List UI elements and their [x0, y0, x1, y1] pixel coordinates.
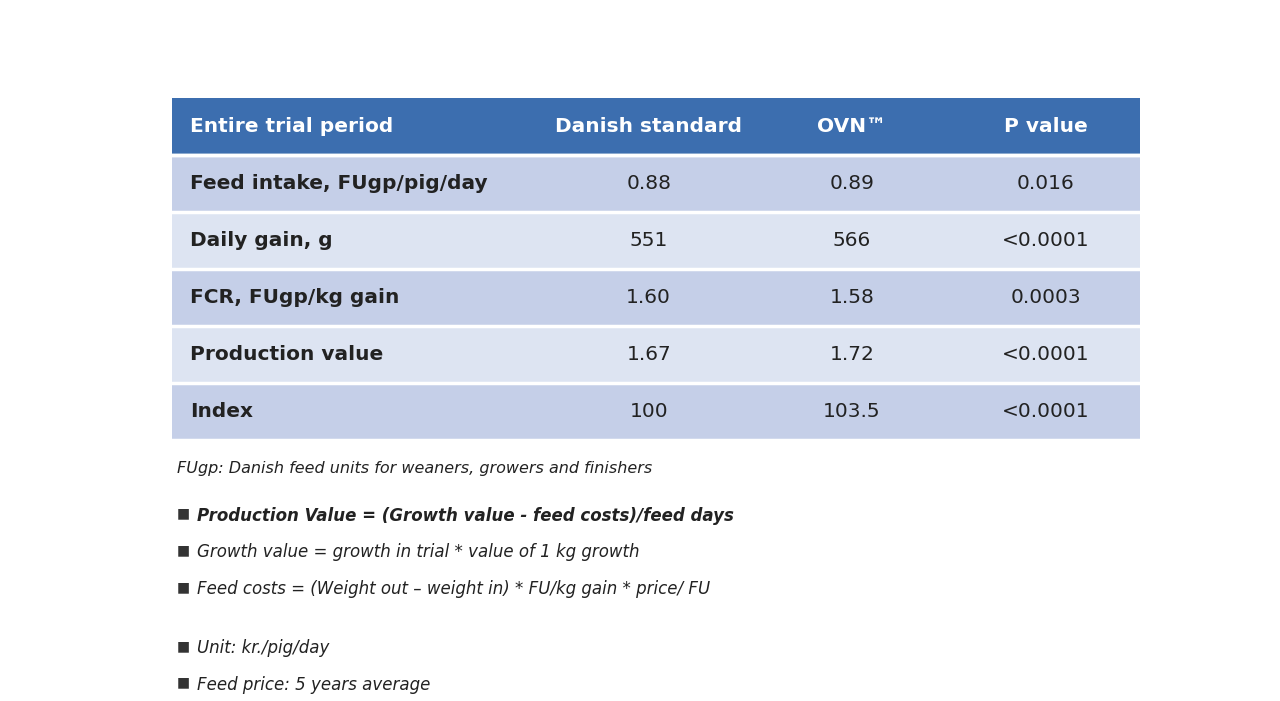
Text: 1.60: 1.60: [626, 288, 671, 307]
Text: ■: ■: [177, 639, 189, 653]
Text: 0.89: 0.89: [829, 174, 874, 193]
Text: P value: P value: [1004, 116, 1088, 136]
Text: <0.0001: <0.0001: [1002, 231, 1089, 250]
Text: Growth value = growth in trial * value of 1 kg growth: Growth value = growth in trial * value o…: [197, 543, 639, 562]
Text: Entire trial period: Entire trial period: [189, 116, 393, 136]
Text: Production value: Production value: [189, 345, 383, 365]
Text: <0.0001: <0.0001: [1002, 402, 1089, 421]
Text: 1.72: 1.72: [829, 345, 874, 365]
Text: Feed price: 5 years average: Feed price: 5 years average: [197, 676, 430, 693]
Text: Daily gain, g: Daily gain, g: [189, 231, 333, 250]
Text: Index: Index: [189, 402, 252, 421]
Text: 0.0003: 0.0003: [1010, 288, 1082, 307]
Text: 566: 566: [833, 231, 872, 250]
Text: 0.88: 0.88: [626, 174, 671, 193]
Text: Feed costs = (Weight out – weight in) * FU/kg gain * price/ FU: Feed costs = (Weight out – weight in) * …: [197, 580, 710, 598]
Text: 1.67: 1.67: [626, 345, 671, 365]
Text: 551: 551: [630, 231, 668, 250]
Text: ■: ■: [177, 580, 189, 594]
Text: FCR, FUgp/kg gain: FCR, FUgp/kg gain: [189, 288, 399, 307]
Text: <0.0001: <0.0001: [1002, 345, 1089, 365]
Text: Danish standard: Danish standard: [556, 116, 742, 136]
Text: ■: ■: [177, 543, 189, 557]
Text: FUgp: Danish feed units for weaners, growers and finishers: FUgp: Danish feed units for weaners, gro…: [177, 461, 652, 476]
Text: ■: ■: [177, 507, 189, 521]
Text: Unit: kr./pig/day: Unit: kr./pig/day: [197, 639, 329, 657]
Text: 100: 100: [630, 402, 668, 421]
Text: OVN™: OVN™: [818, 116, 887, 136]
Text: Production Value = (Growth value - feed costs)/feed days: Production Value = (Growth value - feed …: [197, 507, 733, 525]
Text: 103.5: 103.5: [823, 402, 881, 421]
Text: ■: ■: [177, 676, 189, 690]
Text: 0.016: 0.016: [1016, 174, 1075, 193]
Text: Feed intake, FUgp/pig/day: Feed intake, FUgp/pig/day: [189, 174, 488, 193]
Text: 1.58: 1.58: [829, 288, 874, 307]
